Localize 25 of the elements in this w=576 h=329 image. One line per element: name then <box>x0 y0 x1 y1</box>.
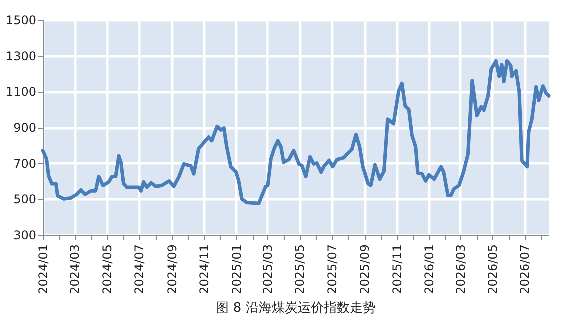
x-tick-label: 2024/07 <box>132 244 147 294</box>
x-tick-label: 2025/09 <box>358 244 372 294</box>
x-tick-label: 2024/11 <box>198 244 212 294</box>
line-series <box>41 59 551 206</box>
x-tick-label: 2026/05 <box>486 244 500 294</box>
x-tick-label: 2026/03 <box>454 244 468 294</box>
x-tick-label: 2024/03 <box>68 244 82 294</box>
y-tick-label: 300 <box>14 228 36 242</box>
x-tick-label: 2024/09 <box>165 244 180 294</box>
y-tick-label: 700 <box>14 156 36 171</box>
x-tick-label: 2025/11 <box>390 244 404 294</box>
y-tick-label: 1300 <box>6 49 36 64</box>
y-tick-label: 500 <box>14 192 36 207</box>
x-tick-label: 2025/01 <box>230 244 244 294</box>
x-tick-label: 2026/07 <box>518 244 532 294</box>
x-tick-label: 2024/01 <box>36 244 50 294</box>
y-tick-label: 1100 <box>6 85 36 100</box>
x-tick-label: 2025/05 <box>293 244 308 294</box>
x-tick-label: 2026/01 <box>422 244 437 294</box>
y-tick-label: 900 <box>14 121 36 135</box>
x-tick-label: 2025/07 <box>325 244 340 294</box>
x-tick-label: 2025/03 <box>260 244 275 294</box>
x-tick-label: 2024/05 <box>100 244 114 294</box>
y-tick-label: 1500 <box>6 14 36 28</box>
text: 图 8 沿海煤炭运价指数走势 <box>216 300 376 316</box>
